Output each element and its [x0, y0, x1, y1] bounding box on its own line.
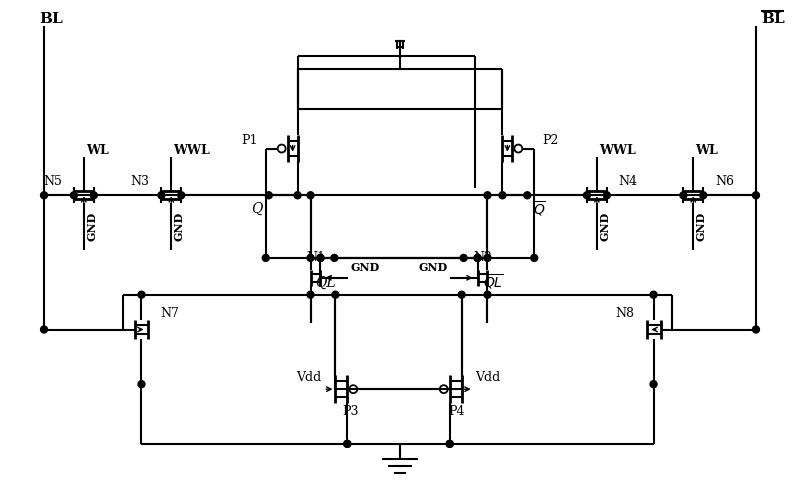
Circle shape [650, 381, 657, 388]
Text: N1: N1 [306, 251, 325, 264]
Text: P3: P3 [342, 404, 358, 417]
Text: GND: GND [174, 212, 185, 241]
Circle shape [484, 192, 491, 199]
Text: N8: N8 [616, 307, 634, 320]
Text: GND: GND [599, 212, 610, 241]
Circle shape [446, 440, 453, 447]
Text: Vdd: Vdd [296, 371, 322, 384]
Circle shape [178, 192, 185, 199]
Circle shape [307, 192, 314, 199]
Text: P1: P1 [242, 134, 258, 147]
Text: GND: GND [86, 212, 98, 241]
Circle shape [307, 255, 314, 261]
Circle shape [294, 192, 301, 199]
Circle shape [90, 192, 98, 199]
Text: $\overline{Q}$: $\overline{Q}$ [533, 200, 546, 219]
Text: P2: P2 [542, 134, 558, 147]
Circle shape [458, 291, 465, 298]
Text: WL: WL [695, 144, 718, 157]
Circle shape [332, 291, 339, 298]
Circle shape [484, 255, 491, 261]
Text: N7: N7 [160, 307, 179, 320]
Circle shape [499, 192, 506, 199]
Text: $\overline{QL}$: $\overline{QL}$ [482, 273, 503, 293]
Text: N2: N2 [473, 251, 492, 264]
Text: Vdd: Vdd [475, 371, 501, 384]
Text: GND: GND [418, 262, 448, 273]
Text: GND: GND [696, 212, 706, 241]
Circle shape [41, 326, 47, 333]
Circle shape [317, 255, 324, 261]
Circle shape [524, 192, 530, 199]
Text: BL: BL [39, 12, 63, 26]
Circle shape [262, 255, 270, 261]
Circle shape [344, 440, 350, 447]
Text: N3: N3 [130, 175, 150, 188]
Circle shape [317, 255, 324, 261]
Text: WL: WL [86, 144, 109, 157]
Circle shape [446, 440, 453, 447]
Circle shape [530, 255, 538, 261]
Circle shape [583, 192, 590, 199]
Text: QL: QL [315, 276, 336, 290]
Circle shape [474, 255, 481, 261]
Text: BL: BL [761, 12, 785, 26]
Circle shape [41, 192, 47, 199]
Text: P4: P4 [449, 404, 465, 417]
Text: WWL: WWL [174, 144, 210, 157]
Circle shape [70, 192, 78, 199]
Circle shape [603, 192, 610, 199]
Circle shape [158, 192, 165, 199]
Circle shape [344, 440, 350, 447]
Text: N4: N4 [618, 175, 638, 188]
Circle shape [331, 255, 338, 261]
Circle shape [460, 255, 467, 261]
Circle shape [138, 381, 145, 388]
Circle shape [753, 326, 759, 333]
Circle shape [700, 192, 706, 199]
Circle shape [307, 291, 314, 298]
Text: N6: N6 [715, 175, 734, 188]
Circle shape [753, 192, 759, 199]
Text: Q: Q [251, 202, 262, 216]
Text: GND: GND [350, 262, 379, 273]
Circle shape [680, 192, 687, 199]
Circle shape [474, 255, 481, 261]
Circle shape [650, 291, 657, 298]
Circle shape [138, 291, 145, 298]
Text: N5: N5 [43, 175, 62, 188]
Text: WWL: WWL [599, 144, 636, 157]
Circle shape [266, 192, 272, 199]
Circle shape [484, 291, 491, 298]
